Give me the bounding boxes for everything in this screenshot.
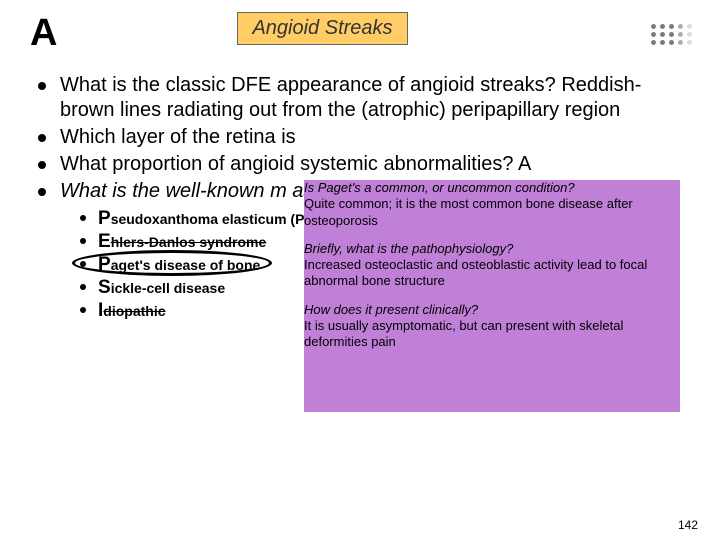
overlay-question: Briefly, what is the pathophysiology? bbox=[304, 241, 680, 257]
bullet-dot-icon bbox=[38, 188, 46, 196]
bullet-text: What proportion of angioid systemic abno… bbox=[60, 152, 690, 177]
sub-bullet-text: Pseudoxanthoma elasticum (P bbox=[98, 208, 304, 230]
bullet-dot-icon bbox=[80, 215, 86, 221]
bullet-item: What proportion of angioid systemic abno… bbox=[38, 152, 690, 177]
bullet-item: What is the classic DFE appearance of an… bbox=[38, 73, 690, 123]
sub-bullet-text: Ehlers-Danlos syndrome bbox=[98, 231, 266, 253]
bullet-dot-icon bbox=[80, 238, 86, 244]
slide: A Angioid Streaks What is the classic DF… bbox=[0, 0, 720, 540]
bullet-dot-icon bbox=[80, 284, 86, 290]
bullet-dot-icon bbox=[38, 134, 46, 142]
header: A Angioid Streaks bbox=[30, 12, 690, 55]
sub-bullet-text: Paget's disease of bone bbox=[98, 254, 260, 276]
bullet-text: What is the classic DFE appearance of an… bbox=[60, 73, 690, 123]
overlay-panel: Is Paget's a common, or uncommon conditi… bbox=[304, 180, 680, 412]
page-number: 142 bbox=[678, 518, 698, 532]
bullet-dot-icon bbox=[38, 82, 46, 90]
bullet-dot-icon bbox=[38, 161, 46, 169]
overlay-answer: Quite common; it is the most common bone… bbox=[304, 196, 680, 229]
bullet-dot-icon bbox=[80, 261, 86, 267]
corner-dots-icon bbox=[651, 24, 692, 48]
bullet-text: Which layer of the retina is bbox=[60, 125, 690, 150]
bullet-item: Which layer of the retina is bbox=[38, 125, 690, 150]
sub-bullet-text: Idiopathic bbox=[98, 300, 166, 322]
sub-bullet-text: Sickle-cell disease bbox=[98, 277, 225, 299]
bullet-dot-icon bbox=[80, 307, 86, 313]
slide-title: Angioid Streaks bbox=[237, 12, 407, 45]
overlay-question: How does it present clinically? bbox=[304, 302, 680, 318]
slide-letter: A bbox=[30, 12, 57, 55]
overlay-answer: Increased osteoclastic and osteoblastic … bbox=[304, 257, 680, 290]
overlay-answer: It is usually asymptomatic, but can pres… bbox=[304, 318, 680, 351]
overlay-question: Is Paget's a common, or uncommon conditi… bbox=[304, 180, 680, 196]
